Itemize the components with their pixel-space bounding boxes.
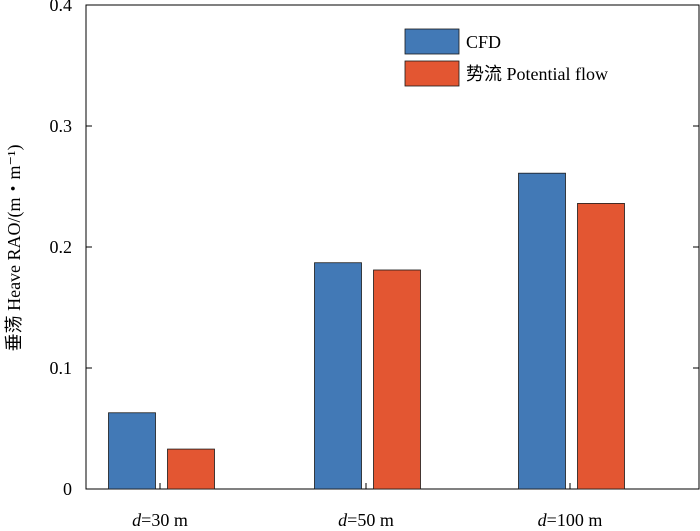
- y-tick-label: 0.2: [50, 237, 73, 257]
- legend-label-cfd: CFD: [466, 32, 501, 52]
- y-ticks: 0 0.1 0.2 0.3 0.4: [50, 0, 699, 499]
- x-tick-label: d=100 m: [538, 510, 603, 530]
- y-tick-label: 0: [63, 479, 72, 499]
- bar-cfd-2: [518, 172, 566, 490]
- bar-potential-flow-1: [373, 269, 421, 490]
- x-tick-label: d=50 m: [338, 510, 394, 530]
- x-tick-label: d=30 m: [132, 510, 188, 530]
- legend-swatch-cfd: [404, 28, 460, 55]
- bars: [108, 172, 625, 490]
- bar-cfd-1: [314, 262, 362, 490]
- bar-potential-flow-0: [167, 448, 215, 490]
- legend: CFD 势流 Potential flow: [404, 28, 608, 87]
- legend-swatch-potential-flow: [404, 60, 460, 87]
- bar-potential-flow-2: [577, 203, 625, 490]
- y-axis-label: 垂荡 Heave RAO/(m・m⁻¹): [4, 145, 25, 352]
- legend-label-potential-flow: 势流 Potential flow: [466, 64, 608, 84]
- y-tick-label: 0.4: [50, 0, 73, 15]
- x-tick-labels: d=30 m d=50 m d=100 m: [132, 510, 602, 530]
- y-tick-label: 0.1: [50, 358, 73, 378]
- bar-cfd-0: [108, 412, 156, 490]
- y-tick-label: 0.3: [50, 116, 73, 136]
